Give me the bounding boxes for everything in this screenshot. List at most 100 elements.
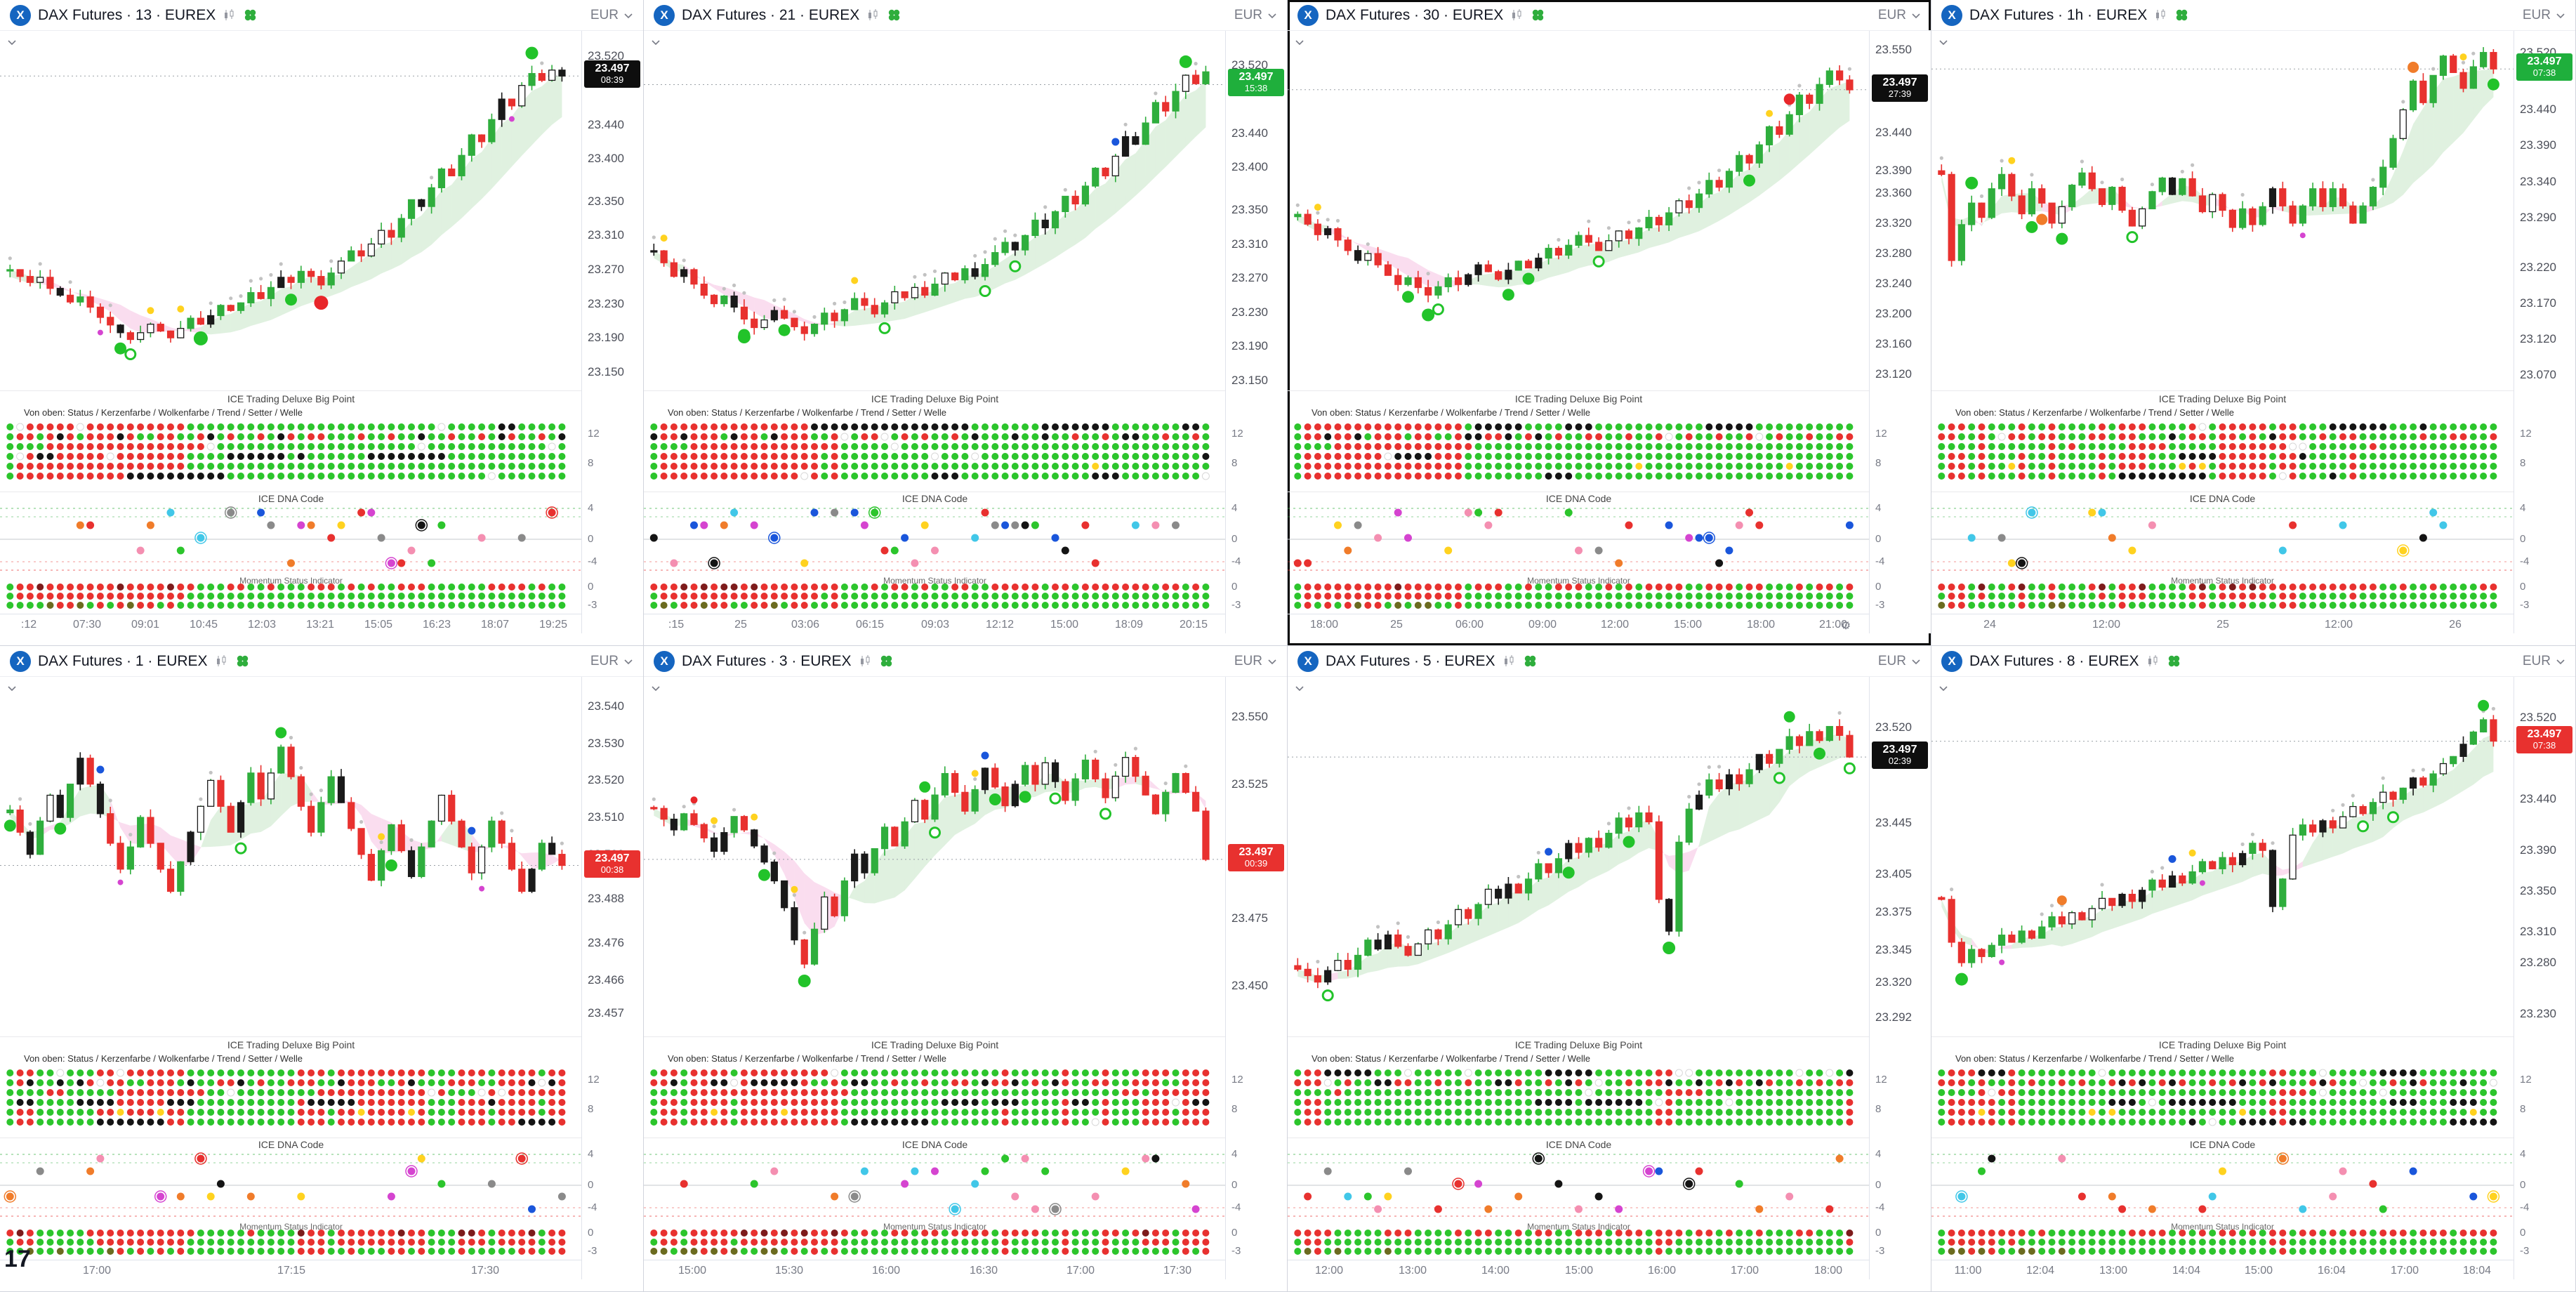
dax-logo-icon[interactable]: X	[1297, 650, 1319, 672]
symbol-title[interactable]: DAX Futures · 1h · EUREX	[1969, 6, 2148, 23]
big-point-dots-canvas[interactable]	[1931, 1067, 2514, 1129]
momentum-dots-canvas[interactable]	[644, 1229, 1226, 1257]
price-chart-canvas[interactable]	[644, 31, 1226, 393]
price-chart-canvas[interactable]	[1931, 31, 2514, 393]
clover-icon[interactable]	[1531, 8, 1545, 22]
price-chart-canvas[interactable]	[0, 31, 582, 393]
price-scale[interactable]: 23.55023.52523.50023.47523.45023.49700:3…	[1225, 677, 1287, 1279]
big-point-dots-canvas[interactable]	[0, 421, 582, 483]
momentum-dots-canvas[interactable]	[1288, 583, 1870, 611]
currency-selector[interactable]: EUR	[590, 654, 633, 669]
dna-dots-canvas[interactable]	[0, 503, 582, 576]
price-scale[interactable]: 23.520 23.440 23.390 23.350 23.310 23.280 23.2…	[2514, 677, 2575, 1279]
candles-icon[interactable]	[223, 8, 236, 22]
symbol-title[interactable]: DAX Futures · 8 · EUREX	[1969, 652, 2139, 669]
candles-icon[interactable]	[866, 8, 880, 22]
dax-logo-icon[interactable]: X	[1297, 4, 1319, 26]
candles-icon[interactable]	[2146, 654, 2160, 668]
time-axis[interactable]: 18:00 25 06:00 09:00 12:00 15:00 18:00 21:00 ⚙	[1288, 614, 1870, 635]
legend-collapse-chevron[interactable]	[7, 37, 17, 49]
legend-collapse-chevron[interactable]	[1938, 37, 1948, 49]
price-chart-canvas[interactable]	[1288, 677, 1870, 1039]
dna-dots-canvas[interactable]	[1931, 503, 2514, 576]
currency-selector[interactable]: EUR	[1878, 654, 1921, 669]
dax-logo-icon[interactable]: X	[654, 650, 675, 672]
dax-logo-icon[interactable]: X	[10, 650, 31, 672]
big-point-dots-canvas[interactable]	[1931, 421, 2514, 483]
symbol-title[interactable]: DAX Futures · 1 · EUREX	[38, 652, 208, 669]
time-axis[interactable]: 15:00 15:30 16:00 16:30 17:00 17:30	[644, 1260, 1226, 1281]
currency-selector[interactable]: EUR	[1878, 8, 1921, 23]
momentum-dots-canvas[interactable]	[0, 583, 582, 611]
gear-icon[interactable]: ⚙	[1840, 620, 1851, 632]
momentum-dots-canvas[interactable]	[644, 583, 1226, 611]
chart-panel-3[interactable]: X DAX Futures · 30 · EUREX EUR ICE Trading …	[1288, 0, 1931, 646]
currency-selector[interactable]: EUR	[590, 8, 633, 23]
legend-collapse-chevron[interactable]	[1295, 683, 1304, 695]
clover-icon[interactable]	[887, 8, 901, 22]
big-point-dots-canvas[interactable]	[0, 1067, 582, 1129]
time-axis[interactable]: 17:00 17:15 17:30	[0, 1260, 582, 1281]
price-scale[interactable]: 23.520 23.445 23.405 23.375 23.345 23.320 23.2…	[1869, 677, 1931, 1279]
candles-icon[interactable]	[1502, 654, 1516, 668]
dax-logo-icon[interactable]: X	[10, 4, 31, 26]
time-axis[interactable]: 11:00 12:04 13:00 14:04 15:00 16:04 17:00 18:04	[1931, 1260, 2514, 1281]
dna-dots-canvas[interactable]	[644, 1149, 1226, 1222]
price-chart-canvas[interactable]	[1931, 677, 2514, 1039]
candles-icon[interactable]	[1510, 8, 1524, 22]
symbol-title[interactable]: DAX Futures · 3 · EUREX	[682, 652, 852, 669]
time-axis[interactable]: :12 07:30 09:01 10:45 12:03 13:21 15:05 16:23 18…	[0, 614, 582, 635]
big-point-dots-canvas[interactable]	[644, 421, 1226, 483]
big-point-dots-canvas[interactable]	[1288, 421, 1870, 483]
momentum-dots-canvas[interactable]	[1931, 1229, 2514, 1257]
time-axis[interactable]: 12:00 13:00 14:00 15:00 16:00 17:00 18:00	[1288, 1260, 1870, 1281]
price-scale[interactable]: 23.550 23.440 23.390 23.360 23.320 23.280 23.2…	[1869, 31, 1931, 633]
currency-selector[interactable]: EUR	[1234, 654, 1277, 669]
candles-icon[interactable]	[859, 654, 872, 668]
dax-logo-icon[interactable]: X	[1941, 4, 1962, 26]
time-axis[interactable]: :15 25 03:06 06:15 09:03 12:12 15:00 18:09 20:15	[644, 614, 1226, 635]
dna-dots-canvas[interactable]	[1931, 1149, 2514, 1222]
legend-collapse-chevron[interactable]	[651, 37, 661, 49]
chart-panel-5[interactable]: X DAX Futures · 1 · EUREX EUR ICE Trading D…	[0, 646, 644, 1292]
candles-icon[interactable]	[215, 654, 228, 668]
price-scale[interactable]: 23.520 23.440 23.390 23.340 23.290 23.220 23.1…	[2514, 31, 2575, 633]
candles-icon[interactable]	[2154, 8, 2167, 22]
big-point-dots-canvas[interactable]	[644, 1067, 1226, 1129]
currency-selector[interactable]: EUR	[2523, 8, 2565, 23]
chart-panel-8[interactable]: X DAX Futures · 8 · EUREX EUR ICE Trading D…	[1931, 646, 2576, 1292]
currency-selector[interactable]: EUR	[1234, 8, 1277, 23]
clover-icon[interactable]	[1523, 654, 1538, 668]
momentum-dots-canvas[interactable]	[0, 1229, 582, 1257]
price-chart-canvas[interactable]	[644, 677, 1226, 1039]
chart-panel-7[interactable]: X DAX Futures · 5 · EUREX EUR ICE Trading D…	[1288, 646, 1931, 1292]
price-chart-canvas[interactable]	[1288, 31, 1870, 393]
clover-icon[interactable]	[235, 654, 250, 668]
symbol-title[interactable]: DAX Futures · 30 · EUREX	[1326, 6, 1504, 23]
momentum-dots-canvas[interactable]	[1931, 583, 2514, 611]
clover-icon[interactable]	[879, 654, 894, 668]
legend-collapse-chevron[interactable]	[1295, 37, 1304, 49]
price-chart-canvas[interactable]	[0, 677, 582, 1039]
dna-dots-canvas[interactable]	[1288, 1149, 1870, 1222]
price-scale[interactable]: 23.520 23.440 23.400 23.350 23.310 23.270 23.2…	[581, 31, 643, 633]
clover-icon[interactable]	[243, 8, 258, 22]
price-scale[interactable]: 23.54023.53023.52023.51023.50023.48823.4…	[581, 677, 643, 1279]
price-scale[interactable]: 23.520 23.440 23.400 23.350 23.310 23.270 23.2…	[1225, 31, 1287, 633]
symbol-title[interactable]: DAX Futures · 21 · EUREX	[682, 6, 860, 23]
symbol-title[interactable]: DAX Futures · 13 · EUREX	[38, 6, 216, 23]
clover-icon[interactable]	[2167, 654, 2181, 668]
dax-logo-icon[interactable]: X	[1941, 650, 1962, 672]
momentum-dots-canvas[interactable]	[1288, 1229, 1870, 1257]
chart-panel-6[interactable]: X DAX Futures · 3 · EUREX EUR ICE Trading D…	[644, 646, 1288, 1292]
time-axis[interactable]: 24 12:00 25 12:00 26	[1931, 614, 2514, 635]
legend-collapse-chevron[interactable]	[7, 683, 17, 695]
big-point-dots-canvas[interactable]	[1288, 1067, 1870, 1129]
currency-selector[interactable]: EUR	[2523, 654, 2565, 669]
chart-panel-2[interactable]: X DAX Futures · 21 · EUREX EUR ICE Trading …	[644, 0, 1288, 646]
legend-collapse-chevron[interactable]	[1938, 683, 1948, 695]
legend-collapse-chevron[interactable]	[651, 683, 661, 695]
dna-dots-canvas[interactable]	[644, 503, 1226, 576]
clover-icon[interactable]	[2174, 8, 2189, 22]
dax-logo-icon[interactable]: X	[654, 4, 675, 26]
